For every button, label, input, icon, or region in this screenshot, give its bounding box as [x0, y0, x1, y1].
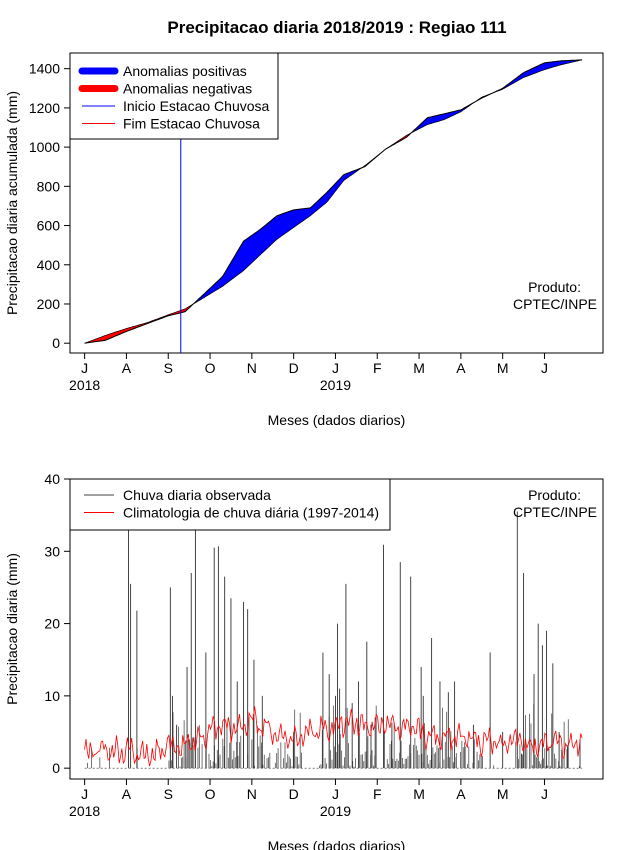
legend-label: Chuva diaria observada — [123, 487, 271, 503]
x-tick-label: D — [289, 360, 299, 376]
product-source: CPTEC/INPE — [513, 504, 597, 520]
positive-anomaly-area — [492, 59, 583, 94]
chart-title: Precipitacao diaria 2018/2019 : Regiao 1… — [167, 18, 506, 37]
legend-label: Anomalias positivas — [123, 63, 247, 79]
x-tick-label: J — [81, 360, 88, 376]
legend-label: Anomalias negativas — [123, 81, 252, 97]
legend-label: Inicio Estacao Chuvosa — [123, 98, 270, 114]
x-tick-label: J — [541, 360, 548, 376]
legend-box — [69, 478, 391, 531]
x-tick-label: M — [497, 786, 509, 802]
y-tick-label: 1200 — [29, 100, 60, 116]
x-tick-label: M — [497, 360, 509, 376]
y-axis-label: Precipitacao diaria (mm) — [4, 553, 20, 705]
y-tick-label: 30 — [44, 543, 60, 559]
x-tick-label: F — [373, 786, 382, 802]
plot-frame — [69, 52, 604, 354]
y-tick-label: 20 — [44, 616, 60, 632]
x-tick-label: F — [373, 360, 382, 376]
x-tick-label: J — [541, 786, 548, 802]
observed-bars — [86, 511, 581, 769]
x-tick-label: O — [205, 786, 216, 802]
x-tick-label: J — [81, 786, 88, 802]
y-tick-label: 0 — [52, 760, 60, 776]
x-tick-label: S — [164, 360, 173, 376]
y-tick-label: 400 — [37, 257, 61, 273]
y-tick-label: 1400 — [29, 61, 60, 77]
climatology-accumulated-line — [84, 59, 583, 344]
x-tick-label: J — [332, 786, 339, 802]
y-tick-label: 40 — [44, 471, 60, 487]
y-tick-label: 200 — [37, 296, 61, 312]
legend: Anomalias positivas Anomalias negativasIn… — [69, 52, 279, 140]
x-tick-label: M — [413, 360, 425, 376]
legend-label: Fim Estacao Chuvosa — [123, 116, 260, 132]
year-label: 2019 — [320, 803, 351, 819]
y-tick-label: 10 — [44, 688, 60, 704]
y-tick-label: 1000 — [29, 139, 60, 155]
x-tick-label: S — [164, 786, 173, 802]
x-tick-label: N — [247, 786, 257, 802]
climatology-line — [84, 706, 583, 767]
x-tick-label: D — [289, 786, 299, 802]
y-tick-label: 0 — [52, 335, 60, 351]
x-tick-label: N — [247, 360, 257, 376]
x-tick-label: J — [332, 360, 339, 376]
product-source: CPTEC/INPE — [513, 296, 597, 312]
observed-accumulated-line — [84, 59, 583, 344]
x-tick-label: M — [413, 786, 425, 802]
x-axis-label: Meses (dados diarios) — [268, 838, 406, 850]
year-label: 2018 — [69, 803, 100, 819]
year-label: 2018 — [69, 377, 100, 393]
legend-box — [69, 52, 279, 140]
x-tick-label: A — [456, 786, 466, 802]
x-tick-label: O — [205, 360, 216, 376]
legend-label: Climatologia de chuva diária (1997-2014) — [123, 505, 379, 521]
y-tick-label: 600 — [37, 218, 61, 234]
x-tick-label: A — [122, 786, 132, 802]
x-tick-label: A — [456, 360, 466, 376]
positive-anomaly-area — [193, 167, 363, 305]
x-axis-label: Meses (dados diarios) — [268, 412, 406, 428]
legend: Chuva diaria observada Climatologia de ch… — [69, 478, 391, 531]
product-label: Produto: — [528, 487, 581, 503]
product-label: Produto: — [528, 279, 581, 295]
y-axis-label: Precipitacao diaria acumulada (mm) — [4, 91, 20, 315]
year-label: 2019 — [320, 377, 351, 393]
x-tick-label: A — [122, 360, 132, 376]
y-tick-label: 800 — [37, 178, 61, 194]
